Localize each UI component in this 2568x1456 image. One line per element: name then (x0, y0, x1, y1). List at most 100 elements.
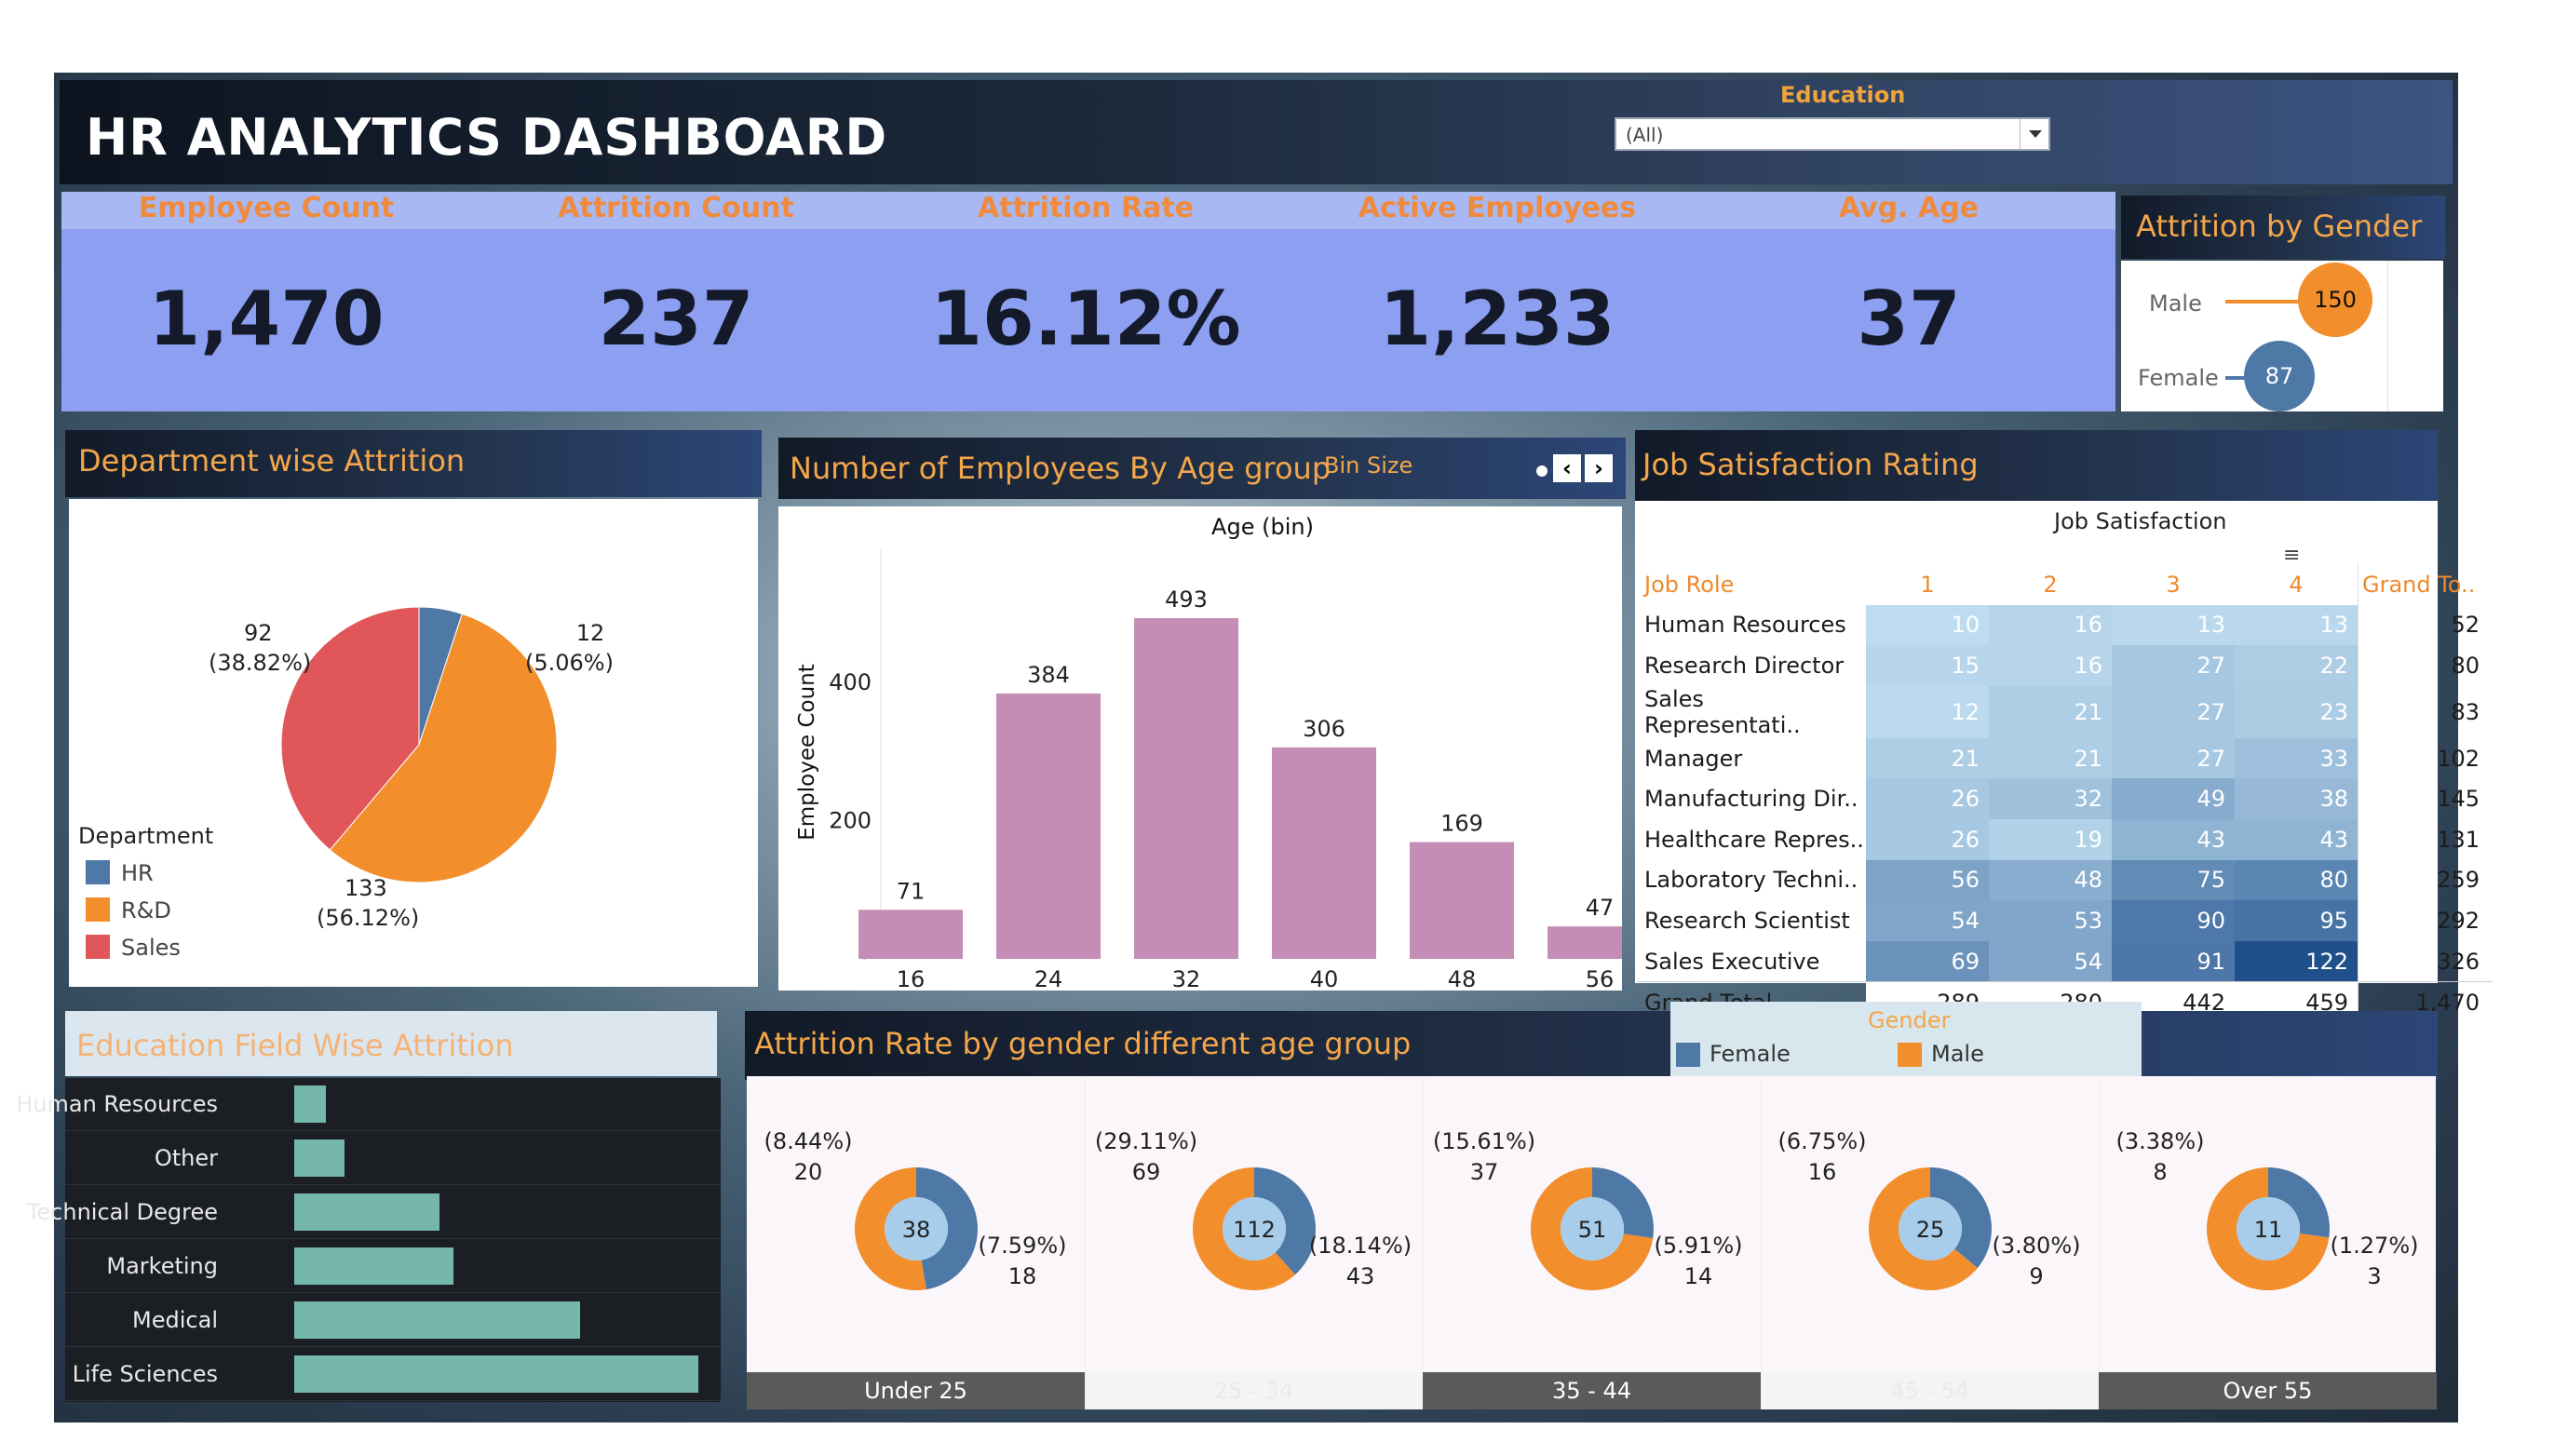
legend-swatch-female[interactable] (1676, 1043, 1700, 1067)
satisfaction-cell[interactable]: 21 (1866, 737, 1989, 779)
age-group-donut[interactable]: 51 (15.61%) 37 (5.91%) 14 (1423, 1076, 1761, 1372)
column-header-job-role[interactable]: Job Role (1644, 571, 1735, 598)
education-field-bar[interactable] (294, 1139, 345, 1177)
age-group-donut[interactable]: 11 (3.38%) 8 (1.27%) 3 (2099, 1076, 2437, 1372)
legend-label-hr[interactable]: HR (121, 860, 154, 886)
column-header-rating-1[interactable]: 1 (1920, 571, 1935, 598)
age-bar[interactable] (996, 693, 1101, 959)
satisfaction-cell[interactable]: 19 (1989, 818, 2112, 860)
sort-icon[interactable]: ≡ (2283, 544, 2301, 567)
legend-label-sales[interactable]: Sales (121, 935, 181, 961)
age-bar[interactable] (1134, 618, 1238, 959)
age-bar[interactable] (1548, 926, 1622, 959)
column-header-rating-2[interactable]: 2 (2043, 571, 2058, 598)
satisfaction-cell[interactable]: 13 (2235, 604, 2359, 646)
education-field-bar[interactable] (294, 1355, 698, 1393)
education-field-bar[interactable] (294, 1193, 440, 1231)
donut-segment-male[interactable] (1531, 1167, 1654, 1290)
age-group-label: 45 - 54 (1761, 1372, 2099, 1409)
male-lollipop-head[interactable]: 150 (2298, 263, 2372, 337)
satisfaction-cell[interactable]: 23 (2235, 685, 2359, 738)
next-arrow-icon[interactable]: › (1585, 454, 1613, 482)
satisfaction-cell[interactable]: 27 (2112, 685, 2235, 738)
pie-slice-sales[interactable] (280, 606, 420, 851)
satisfaction-cell[interactable]: 16 (1989, 645, 2112, 686)
donut-segment-female[interactable] (916, 1167, 979, 1290)
female-lollipop-head[interactable]: 87 (2244, 341, 2315, 411)
page-dot-icon[interactable] (1536, 465, 1548, 477)
satisfaction-cell[interactable]: 43 (2235, 818, 2359, 860)
donut-segment-female[interactable] (1930, 1167, 1992, 1269)
donut-segment-female[interactable] (2268, 1167, 2330, 1238)
age-group-donut[interactable]: 112 (29.11%) 69 (18.14%) 43 (1085, 1076, 1423, 1372)
satisfaction-cell[interactable]: 21 (1989, 685, 2112, 738)
grand-total-cell: 102 (2358, 737, 2493, 779)
legend-swatch-male[interactable] (1898, 1043, 1922, 1067)
satisfaction-cell[interactable]: 90 (2112, 900, 2235, 941)
satisfaction-cell[interactable]: 122 (2235, 940, 2359, 982)
age-bar-value-label: 384 (1027, 662, 1070, 688)
donut-segment-male[interactable] (855, 1167, 926, 1290)
donut-segment-male[interactable] (2207, 1167, 2330, 1290)
education-field-bar[interactable] (294, 1301, 581, 1339)
age-bar[interactable] (858, 910, 963, 959)
column-header-grand-total[interactable]: Grand To.. (2358, 564, 2493, 605)
chevron-down-icon[interactable] (2020, 119, 2048, 149)
education-field-bar[interactable] (294, 1085, 327, 1123)
satisfaction-cell[interactable]: 26 (1866, 818, 1989, 860)
donut-segment-male[interactable] (1869, 1167, 1978, 1290)
donut-segment-male[interactable] (1193, 1167, 1295, 1290)
satisfaction-cell[interactable]: 12 (1866, 685, 1989, 738)
legend-label-male[interactable]: Male (1931, 1041, 1984, 1067)
satisfaction-cell[interactable]: 27 (2112, 737, 2235, 779)
donut-segment-female[interactable] (1592, 1167, 1654, 1239)
column-header-rating-3[interactable]: 3 (2166, 571, 2181, 598)
satisfaction-cell[interactable]: 80 (2235, 859, 2359, 901)
satisfaction-cell[interactable]: 26 (1866, 778, 1989, 819)
age-bar[interactable] (1272, 747, 1376, 959)
legend-label-female[interactable]: Female (1710, 1041, 1791, 1067)
male-pct-label: (8.44%) (764, 1128, 853, 1154)
grand-total-cell: 83 (2358, 685, 2493, 738)
donut-segment-female[interactable] (1254, 1167, 1316, 1275)
satisfaction-cell[interactable]: 75 (2112, 859, 2235, 901)
satisfaction-cell[interactable]: 56 (1866, 859, 1989, 901)
legend-swatch-rd[interactable] (86, 897, 110, 922)
donut-center (1561, 1197, 1624, 1261)
male-count-label: 20 (794, 1159, 823, 1185)
satisfaction-cell[interactable]: 69 (1866, 940, 1989, 982)
satisfaction-cell[interactable]: 10 (1866, 604, 1989, 646)
satisfaction-cell[interactable]: 91 (2112, 940, 2235, 982)
satisfaction-cell[interactable]: 54 (1866, 900, 1989, 941)
age-group-donut[interactable]: 38 (8.44%) 20 (7.59%) 18 (747, 1076, 1085, 1372)
education-filter-dropdown[interactable]: (All) (1615, 117, 2050, 151)
legend-label-rd[interactable]: R&D (121, 897, 171, 923)
job-role-cell: Manager (1644, 745, 1743, 772)
satisfaction-cell[interactable]: 22 (2235, 645, 2359, 686)
age-bar[interactable] (1410, 842, 1514, 959)
satisfaction-cell[interactable]: 54 (1989, 940, 2112, 982)
satisfaction-cell[interactable]: 48 (1989, 859, 2112, 901)
satisfaction-cell[interactable]: 38 (2235, 778, 2359, 819)
satisfaction-cell[interactable]: 16 (1989, 604, 2112, 646)
legend-swatch-hr[interactable] (86, 860, 110, 884)
pie-slice-rd[interactable] (329, 613, 558, 883)
male-count-label: 16 (1808, 1159, 1837, 1185)
satisfaction-cell[interactable]: 32 (1989, 778, 2112, 819)
previous-arrow-icon[interactable]: ‹ (1553, 454, 1581, 482)
satisfaction-cell[interactable]: 95 (2235, 900, 2359, 941)
column-header-rating-4[interactable]: 4 (2289, 571, 2304, 598)
education-field-label: Human Resources (16, 1091, 218, 1117)
satisfaction-cell[interactable]: 13 (2112, 604, 2235, 646)
satisfaction-cell[interactable]: 43 (2112, 818, 2235, 860)
satisfaction-cell[interactable]: 53 (1989, 900, 2112, 941)
age-group-header: Number of Employees By Age group Bin Siz… (778, 438, 1626, 499)
satisfaction-cell[interactable]: 33 (2235, 737, 2359, 779)
satisfaction-cell[interactable]: 15 (1866, 645, 1989, 686)
age-group-donut[interactable]: 25 (6.75%) 16 (3.80%) 9 (1761, 1076, 2099, 1372)
satisfaction-cell[interactable]: 21 (1989, 737, 2112, 779)
satisfaction-cell[interactable]: 49 (2112, 778, 2235, 819)
legend-swatch-sales[interactable] (86, 935, 110, 959)
education-field-bar[interactable] (294, 1247, 453, 1285)
satisfaction-cell[interactable]: 27 (2112, 645, 2235, 686)
